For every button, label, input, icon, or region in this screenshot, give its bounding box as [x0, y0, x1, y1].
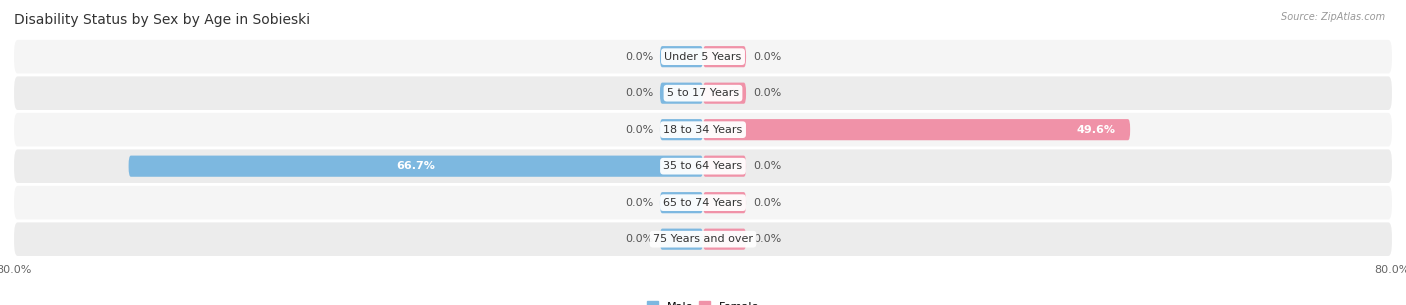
Text: 66.7%: 66.7% — [396, 161, 436, 171]
FancyBboxPatch shape — [659, 119, 703, 140]
Text: 65 to 74 Years: 65 to 74 Years — [664, 198, 742, 208]
FancyBboxPatch shape — [659, 83, 703, 104]
FancyBboxPatch shape — [703, 83, 747, 104]
Legend: Male, Female: Male, Female — [643, 297, 763, 305]
FancyBboxPatch shape — [14, 76, 1392, 110]
FancyBboxPatch shape — [659, 192, 703, 213]
FancyBboxPatch shape — [14, 222, 1392, 256]
FancyBboxPatch shape — [703, 228, 747, 250]
Text: 0.0%: 0.0% — [624, 234, 652, 244]
Text: 0.0%: 0.0% — [754, 198, 782, 208]
FancyBboxPatch shape — [14, 40, 1392, 74]
Text: 0.0%: 0.0% — [754, 234, 782, 244]
FancyBboxPatch shape — [14, 186, 1392, 220]
FancyBboxPatch shape — [703, 119, 1130, 140]
Text: Source: ZipAtlas.com: Source: ZipAtlas.com — [1281, 12, 1385, 22]
Text: Under 5 Years: Under 5 Years — [665, 52, 741, 62]
Text: 35 to 64 Years: 35 to 64 Years — [664, 161, 742, 171]
Text: 75 Years and over: 75 Years and over — [652, 234, 754, 244]
Text: 0.0%: 0.0% — [624, 88, 652, 98]
FancyBboxPatch shape — [703, 192, 747, 213]
Text: 5 to 17 Years: 5 to 17 Years — [666, 88, 740, 98]
FancyBboxPatch shape — [14, 149, 1392, 183]
Text: 18 to 34 Years: 18 to 34 Years — [664, 125, 742, 135]
Text: 0.0%: 0.0% — [624, 198, 652, 208]
FancyBboxPatch shape — [703, 156, 747, 177]
Text: 0.0%: 0.0% — [754, 88, 782, 98]
Text: 0.0%: 0.0% — [754, 161, 782, 171]
FancyBboxPatch shape — [659, 228, 703, 250]
FancyBboxPatch shape — [14, 113, 1392, 146]
Text: 0.0%: 0.0% — [624, 125, 652, 135]
Text: 0.0%: 0.0% — [754, 52, 782, 62]
FancyBboxPatch shape — [659, 46, 703, 67]
Text: 49.6%: 49.6% — [1076, 125, 1115, 135]
Text: 0.0%: 0.0% — [624, 52, 652, 62]
FancyBboxPatch shape — [128, 156, 703, 177]
Text: Disability Status by Sex by Age in Sobieski: Disability Status by Sex by Age in Sobie… — [14, 13, 311, 27]
FancyBboxPatch shape — [703, 46, 747, 67]
